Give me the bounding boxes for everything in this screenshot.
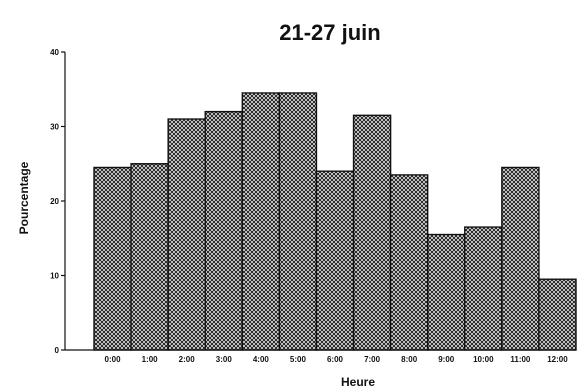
bar bbox=[278, 92, 318, 351]
bar bbox=[538, 278, 577, 351]
x-axis-label: Heure bbox=[341, 375, 375, 389]
bar bbox=[204, 110, 244, 351]
x-tick-label: 8:00 bbox=[401, 355, 418, 364]
x-tick-label: 1:00 bbox=[142, 355, 159, 364]
x-tick-label: 2:00 bbox=[179, 355, 196, 364]
x-tick-label: 3:00 bbox=[216, 355, 233, 364]
bar bbox=[93, 166, 132, 351]
bar bbox=[167, 118, 206, 351]
bars bbox=[93, 92, 577, 351]
y-axis-label: Pourcentage bbox=[17, 161, 31, 234]
bar bbox=[352, 114, 392, 351]
x-tick-label: 5:00 bbox=[290, 355, 307, 364]
x-tick-label: 9:00 bbox=[438, 355, 455, 364]
y-tick-label: 0 bbox=[55, 346, 60, 355]
y-tick-label: 20 bbox=[50, 197, 59, 206]
y-axis: 0 10 20 30 40 bbox=[50, 48, 66, 355]
bar bbox=[501, 166, 540, 351]
y-tick-label: 40 bbox=[50, 48, 59, 57]
bar bbox=[426, 233, 466, 351]
bar bbox=[130, 163, 169, 351]
bar bbox=[241, 92, 281, 351]
x-tick-label: 12:00 bbox=[547, 355, 568, 364]
y-tick-label: 30 bbox=[50, 123, 59, 132]
chart-title: 21-27 juin bbox=[279, 20, 380, 45]
x-tick-label: 6:00 bbox=[327, 355, 344, 364]
bar bbox=[464, 226, 503, 351]
y-tick-label: 10 bbox=[50, 272, 59, 281]
bar bbox=[389, 174, 429, 351]
x-tick-label: 11:00 bbox=[510, 355, 531, 364]
x-axis: 0:00 1:00 2:00 3:00 4:00 5:00 6:00 7:00 8:00 9:00… bbox=[65, 349, 576, 364]
bar bbox=[315, 170, 355, 351]
x-tick-label: 10:00 bbox=[473, 355, 494, 364]
x-tick-label: 0:00 bbox=[105, 355, 122, 364]
x-tick-label: 4:00 bbox=[253, 355, 270, 364]
x-tick-label: 7:00 bbox=[364, 355, 381, 364]
